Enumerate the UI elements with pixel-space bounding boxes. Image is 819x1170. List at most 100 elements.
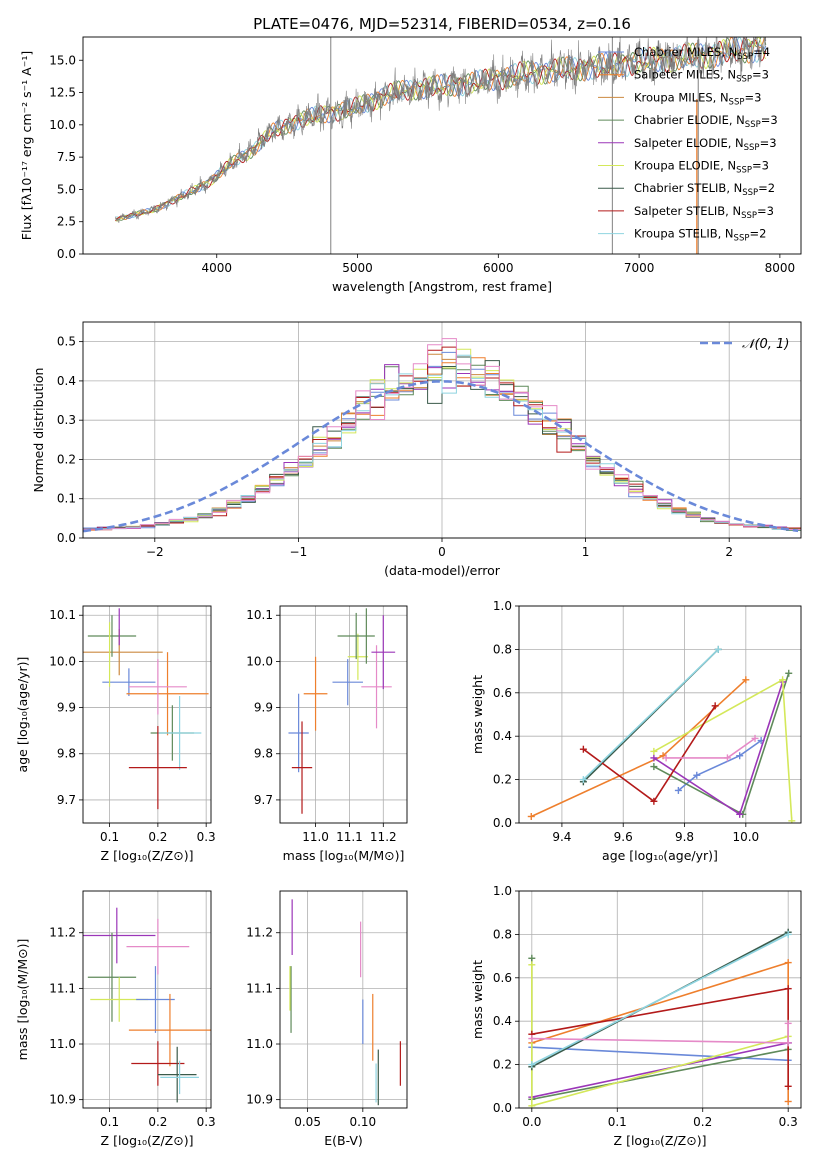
- observed-spectrum-line: [115, 37, 767, 223]
- weight_vs_Z-series: [528, 928, 792, 1108]
- residual-histogram-series: [83, 356, 801, 530]
- mass-weight-line: [531, 958, 789, 1101]
- error-bar-point: [371, 615, 396, 690]
- age_vs_Z-ytick-label: 10.1: [49, 608, 76, 622]
- plus-marker: [528, 1035, 536, 1043]
- spectrum-ytick-label: 10.0: [49, 118, 76, 132]
- plus-marker: [650, 747, 658, 755]
- error-bar-point: [157, 696, 202, 770]
- residuals-xlabel: (data-model)/error: [384, 563, 501, 578]
- mass-weight-line: [531, 1042, 789, 1098]
- mass-weight-line: [531, 1023, 789, 1044]
- plot-frame: [279, 890, 408, 1109]
- weight_vs_age-series: [527, 645, 796, 823]
- residuals-xtick-label: 1: [582, 545, 590, 559]
- plus-marker: [528, 1061, 536, 1069]
- weight_vs_age-xlabel: age [log₁₀(age/yr)]: [602, 848, 718, 863]
- error-bar-point: [160, 1060, 199, 1095]
- plus-marker: [742, 676, 750, 684]
- plus-marker: [784, 1019, 792, 1027]
- error-bar-point: [332, 659, 363, 706]
- residuals-ytick-label: 0.1: [57, 492, 76, 506]
- mass_vs_Z-ytick-label: 11.0: [49, 1037, 76, 1051]
- weight_vs_age-xtick-label: 9.4: [552, 830, 571, 844]
- weight_vs_Z-axes: 0.0 0.1 0.2 0.3 0.0 0.2 0.4 0.6 0.8 1.0 Z [log₁₀(Z…: [470, 884, 801, 1148]
- plot-frame: [279, 605, 408, 824]
- plot-frame: [82, 605, 212, 824]
- age_vs_Z-ytick-label: 9.7: [57, 793, 76, 807]
- plus-marker: [784, 930, 792, 938]
- plus-marker: [650, 754, 658, 762]
- residuals-plot-area: [83, 338, 801, 533]
- plus-marker: [784, 1097, 792, 1105]
- spectrum-legend: Chabrier MILES, NSSP=4 Salpeter MILES, NS…: [598, 45, 778, 244]
- residuals-ylabel: Normed distribution: [31, 368, 46, 493]
- weight_vs_age-xtick-label: 9.6: [614, 830, 633, 844]
- weight_vs_age-ytick-label: 0.6: [493, 686, 512, 700]
- age_vs_Z-xlabel: Z [log₁₀(Z/Z⊙)]: [101, 848, 194, 863]
- mass_vs_Z-xlabel: Z [log₁₀(Z/Z⊙)]: [101, 1133, 194, 1148]
- error-bar-point: [291, 721, 313, 814]
- weight_vs_Z-xlabel: Z [log₁₀(Z/Z⊙)]: [614, 1133, 707, 1148]
- legend-label: Kroupa MILES, NSSP=3: [634, 90, 761, 107]
- spectrum-plot-area: [115, 37, 767, 254]
- mass_vs_ebv-ytick-label: 11.0: [246, 1037, 273, 1051]
- weight_vs_age-ytick-label: 0.2: [493, 773, 512, 787]
- age_vs_mass-xtick-label: 11.1: [336, 830, 363, 844]
- residuals-xtick-label: −1: [290, 545, 308, 559]
- age_vs_Z-xtick-label: 0.2: [148, 830, 167, 844]
- plus-marker: [579, 745, 587, 753]
- mass-weight-line: [531, 933, 789, 1066]
- residuals-ytick-label: 0.5: [57, 335, 76, 349]
- age_vs_Z-ytick-label: 10.0: [49, 654, 76, 668]
- spectrum-ytick-label: 0.0: [57, 247, 76, 261]
- error-bar-point: [128, 659, 187, 715]
- plus-marker: [714, 645, 722, 653]
- mass-weight-line: [653, 681, 784, 816]
- mass-weight-line: [677, 739, 762, 792]
- mass-weight-line: [530, 679, 747, 818]
- spectrum-xlabel: wavelength [Angstrom, rest frame]: [332, 279, 552, 294]
- spectrum-xtick-label: 6000: [483, 261, 514, 275]
- weight_vs_Z-xtick-label: 0.3: [779, 1115, 798, 1129]
- mass_vs_Z-xtick-label: 0.2: [148, 1115, 167, 1129]
- plus-marker: [784, 1082, 792, 1090]
- plus-marker: [527, 812, 535, 820]
- plus-marker: [779, 676, 787, 684]
- weight_vs_age-axes: 9.4 9.6 9.8 10.0 0.0 0.2 0.4 0.6 0.8 1.0 age [log₁…: [470, 599, 801, 863]
- residuals-legend: 𝒩(0, 1): [700, 337, 789, 352]
- plus-marker: [693, 771, 701, 779]
- plus-marker: [650, 763, 658, 771]
- spectrum-ytick-label: 12.5: [49, 86, 76, 100]
- residuals-axes: −2 −1 0 1 2 0.0 0.1 0.2 0.3 0.4 0.5 (data-model)/er…: [31, 322, 801, 578]
- plus-marker: [650, 797, 658, 805]
- spectrum-ytick-label: 15.0: [49, 53, 76, 67]
- mass_vs_Z-ytick-label: 10.9: [49, 1093, 76, 1107]
- weight_vs_age-ytick-label: 0.8: [493, 642, 512, 656]
- error-bar-point: [131, 1041, 185, 1086]
- legend-label: Salpeter MILES, NSSP=3: [634, 68, 769, 85]
- spectrum-xtick-label: 7000: [624, 261, 655, 275]
- age_vs_Z-xtick-label: 0.1: [100, 830, 119, 844]
- weight_vs_Z-ytick-label: 0.6: [493, 971, 512, 985]
- age_vs_mass-xlabel: mass [log₁₀(M/M⊙)]: [283, 848, 405, 863]
- age_vs_Z-ytick-label: 9.9: [57, 701, 76, 715]
- age_vs_mass-ytick-label: 9.8: [254, 747, 273, 761]
- plot-frame: [82, 36, 802, 255]
- age_vs_Z-ytick-label: 9.8: [57, 747, 76, 761]
- plus-marker: [784, 985, 792, 993]
- plus-marker: [736, 752, 744, 760]
- age_vs_mass-ytick-label: 10.1: [246, 608, 273, 622]
- plus-marker: [723, 754, 731, 762]
- legend-label: Kroupa STELIB, NSSP=2: [634, 227, 766, 244]
- age_vs_mass-ytick-label: 10.0: [246, 654, 273, 668]
- age_vs_Z-ylabel: age [log₁₀(age/yr)]: [15, 657, 30, 773]
- plot-frame: [518, 605, 802, 824]
- plus-marker: [784, 959, 792, 967]
- mass-weight-line: [531, 964, 789, 1107]
- age_vs_Z-axes: 0.1 0.2 0.3 9.7 9.8 9.9 10.0 10.1 Z [log₁₀(Z/Z⊙)…: [15, 606, 216, 863]
- spectrum-xtick-label: 5000: [342, 261, 373, 275]
- model-spectrum-line: [115, 37, 767, 219]
- mass_vs_Z-xtick-label: 0.1: [100, 1115, 119, 1129]
- legend-label: Salpeter ELODIE, NSSP=3: [634, 136, 777, 153]
